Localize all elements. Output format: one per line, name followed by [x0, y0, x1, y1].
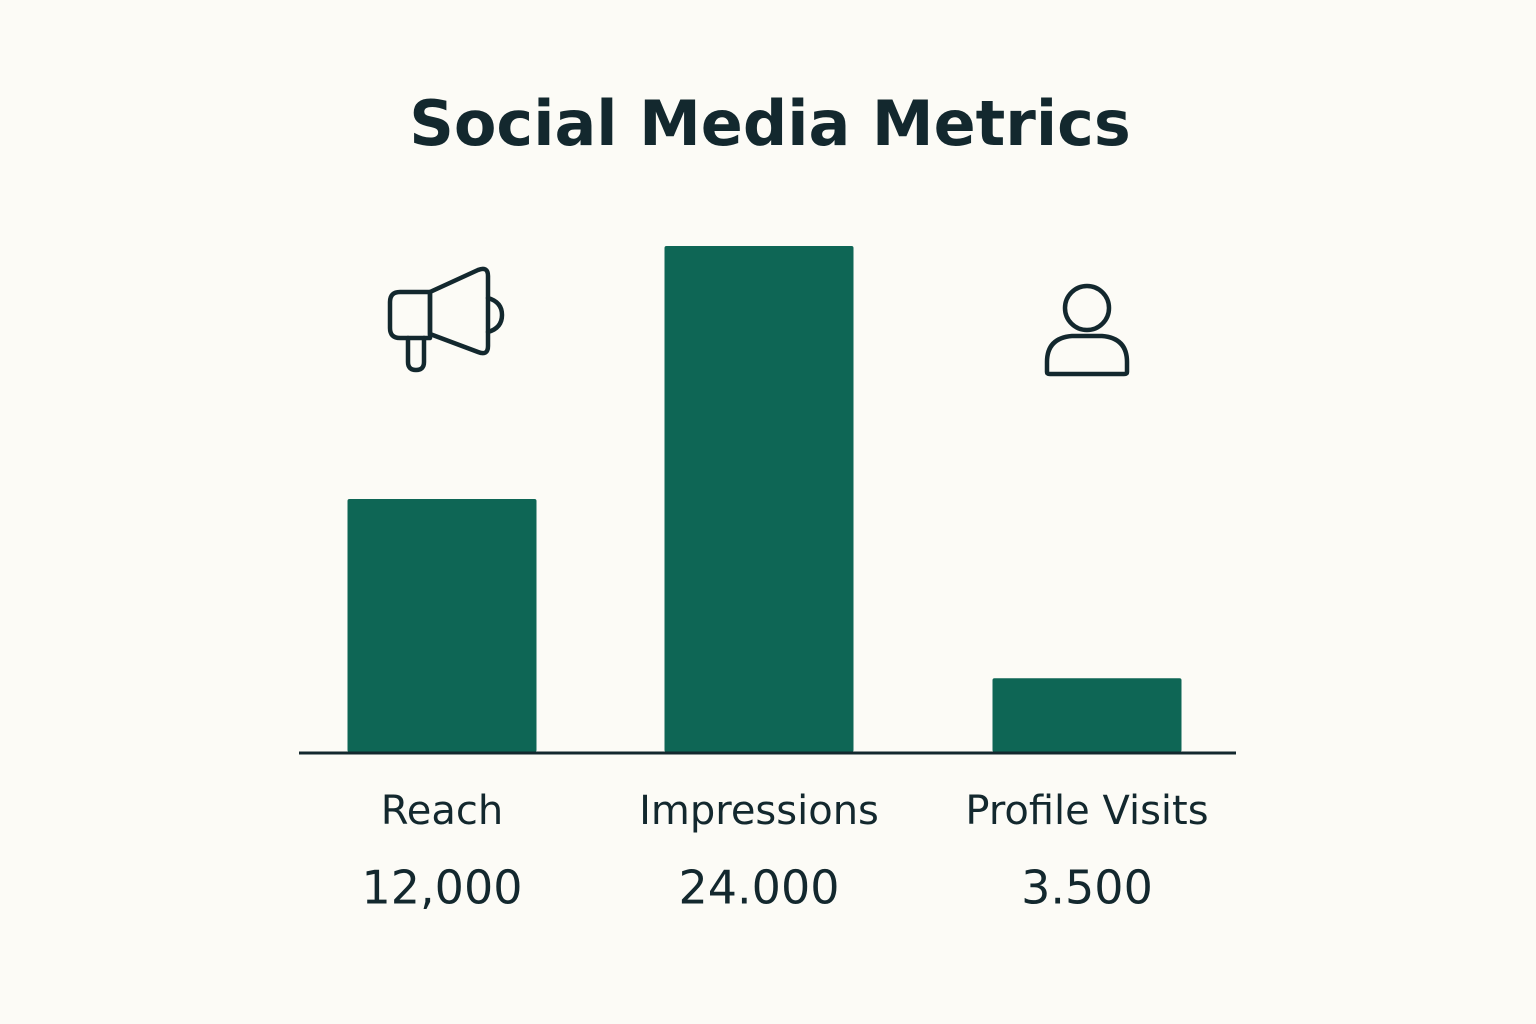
value-label: 12,000 — [362, 861, 523, 915]
person-icon — [1044, 283, 1130, 377]
value-label: 24.000 — [679, 861, 840, 915]
megaphone-icon — [387, 266, 505, 373]
category-label: Profile Visits — [965, 788, 1208, 834]
bar — [992, 678, 1182, 752]
bar — [664, 246, 854, 752]
bar — [347, 499, 537, 752]
chart-title: Social Media Metrics — [409, 87, 1131, 160]
value-label: 3.500 — [1021, 861, 1153, 915]
category-label: Reach — [381, 788, 503, 834]
category-label: Impressions — [639, 788, 879, 834]
